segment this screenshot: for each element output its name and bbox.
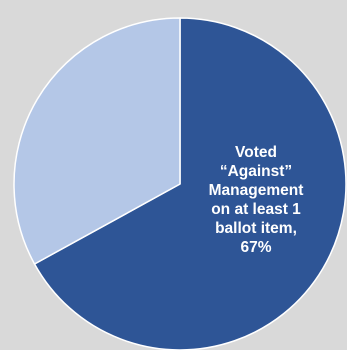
pie-slice-1-label-line: 67% <box>240 239 271 256</box>
pie-slice-1 <box>33 17 347 350</box>
pie-slice-1-label: Voted “Against” Management on at least 1 bal… <box>209 144 304 256</box>
pie-slice-1-label-line: “Against” <box>220 163 292 180</box>
pie-slices <box>13 17 347 350</box>
pie-data-labels: Voted “Against” Management on at least 1 bal… <box>209 144 304 256</box>
pie-slice-1-label-line: on at least 1 <box>211 201 301 218</box>
pie-slice-1-label-line: ballot item, <box>215 220 297 237</box>
pie-slice-1-label-line: Management <box>209 182 304 199</box>
pie-slice-1-label-line: Voted <box>235 144 277 161</box>
pie-slice-2 <box>13 17 181 265</box>
